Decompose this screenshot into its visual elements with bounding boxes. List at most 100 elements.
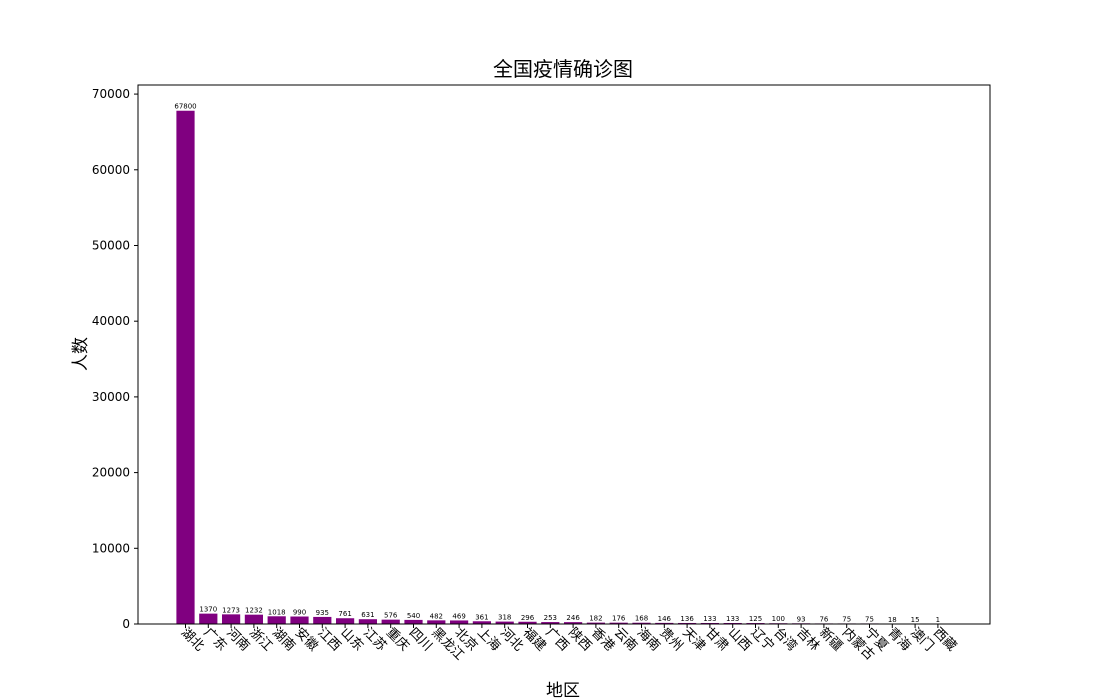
x-tick-label-台湾: 台湾 [770, 625, 800, 655]
x-tick-label-江西: 江西 [314, 625, 343, 654]
value-label-青海: 18 [888, 616, 897, 624]
x-tick-label-湖北: 湖北 [178, 625, 207, 654]
value-label-贵州: 146 [658, 615, 672, 623]
x-tick-label-山东: 山东 [337, 625, 366, 654]
x-tick-label-海南: 海南 [634, 625, 664, 655]
value-label-云南: 176 [612, 615, 626, 623]
x-tick-label-上海: 上海 [474, 625, 503, 654]
value-label-天津: 136 [680, 615, 694, 623]
bar-河南 [222, 614, 241, 624]
bar-甘肃 [700, 622, 719, 624]
value-label-海南: 168 [635, 615, 648, 623]
x-tick-label-青海: 青海 [884, 625, 913, 654]
bar-四川 [404, 619, 423, 624]
value-label-甘肃: 133 [703, 615, 716, 623]
y-tick-label: 60000 [92, 163, 130, 177]
value-label-内蒙古: 75 [842, 615, 851, 623]
x-tick-label-重庆: 重庆 [383, 625, 413, 655]
x-tick-label-香港: 香港 [588, 625, 617, 654]
value-label-安徽: 990 [293, 609, 306, 617]
value-label-河北: 318 [498, 614, 511, 622]
bar-天津 [678, 622, 697, 624]
x-tick-label-陕西: 陕西 [565, 625, 594, 654]
y-tick-label: 70000 [92, 87, 130, 101]
value-label-黑龙江: 482 [430, 612, 443, 620]
bar-江苏 [358, 619, 377, 624]
y-axis-label: 人数 [71, 337, 91, 371]
x-tick-label-湖南: 湖南 [269, 625, 299, 655]
x-tick-label-云南: 云南 [611, 625, 641, 655]
value-label-新疆: 76 [819, 615, 828, 623]
x-tick-label-广东: 广东 [200, 625, 229, 654]
bar-广西 [541, 622, 560, 624]
bar-重庆 [381, 619, 400, 624]
x-tick-label-安徽: 安徽 [292, 625, 321, 654]
x-tick-label-广西: 广西 [542, 625, 571, 654]
value-label-河南: 1273 [222, 606, 240, 614]
value-label-江西: 935 [316, 609, 329, 617]
value-label-湖南: 1018 [268, 608, 286, 616]
value-label-吉林: 93 [797, 615, 806, 623]
value-label-浙江: 1232 [245, 607, 263, 615]
x-tick-label-西藏: 西藏 [930, 625, 959, 654]
bar-云南 [609, 622, 628, 624]
x-axis-label: 地区 [546, 681, 580, 700]
bar-湖北 [176, 110, 195, 625]
x-axis-ticks: 湖北广东河南浙江湖南安徽江西山东江苏重庆四川黑龙江北京上海河北福建广西陕西香港云… [178, 624, 959, 663]
y-tick-label: 50000 [92, 238, 130, 252]
x-tick-label-河南: 河南 [223, 625, 253, 655]
x-tick-label-江苏: 江苏 [360, 625, 390, 655]
value-label-广东: 1370 [199, 606, 217, 614]
y-axis-ticks: 0 10000 20000 30000 40000 50000 60000 70000 [92, 87, 138, 631]
bar-安徽 [290, 616, 309, 624]
plot-area-frame [137, 84, 991, 625]
bars-group [176, 110, 947, 625]
x-tick-label-辽宁: 辽宁 [748, 625, 778, 655]
bar-河北 [495, 621, 514, 624]
bar-海南 [632, 622, 651, 624]
y-tick-label: 20000 [92, 466, 130, 480]
value-label-湖北: 67800 [174, 103, 196, 111]
bar-上海 [472, 621, 491, 624]
value-label-辽宁: 125 [749, 615, 762, 623]
x-tick-label-新疆: 新疆 [816, 625, 846, 655]
x-tick-label-澳门: 澳门 [907, 625, 937, 655]
y-tick-label: 40000 [92, 314, 130, 328]
bar-福建 [518, 621, 537, 624]
value-label-四川: 540 [407, 612, 420, 620]
value-label-香港: 182 [589, 615, 602, 623]
x-tick-label-天津: 天津 [679, 625, 708, 654]
y-tick-label: 10000 [92, 541, 130, 555]
bar-江西 [313, 616, 332, 624]
x-tick-label-福建: 福建 [520, 625, 549, 654]
bar-广东 [199, 613, 218, 624]
value-label-福建: 296 [521, 614, 535, 622]
value-labels-group: 67800 1370 1273 1232 1018 990 935 76 1 631 576 540 4… [174, 103, 940, 624]
x-tick-label-甘肃: 甘肃 [702, 625, 731, 654]
x-tick-label-河北: 河北 [497, 625, 526, 654]
y-tick-label: 30000 [92, 390, 130, 404]
bar-山西 [723, 622, 742, 624]
bar-黑龙江 [427, 620, 446, 624]
value-label-澳门: 15 [911, 616, 920, 624]
bar-湖南 [267, 616, 286, 624]
bar-贵州 [655, 622, 674, 624]
value-label-上海: 361 [475, 613, 488, 621]
x-tick-label-浙江: 浙江 [246, 625, 275, 654]
bar-陕西 [564, 622, 583, 624]
x-tick-label-吉林: 吉林 [793, 625, 822, 654]
y-tick-label: 0 [122, 617, 130, 631]
value-label-江苏: 631 [361, 611, 374, 619]
value-label-西藏: 1 [936, 616, 940, 624]
value-label-宁夏: 75 [865, 615, 874, 623]
x-tick-label-山西: 山西 [725, 625, 754, 654]
value-label-广西: 253 [544, 614, 557, 622]
value-label-重庆: 576 [384, 612, 398, 620]
bar-浙江 [244, 614, 263, 624]
bar-山东 [336, 618, 355, 624]
x-tick-label-贵州: 贵州 [656, 625, 685, 654]
value-label-山西: 133 [726, 615, 739, 623]
chart-title: 全国疫情确诊图 [493, 57, 633, 81]
value-label-台湾: 100 [772, 615, 785, 623]
